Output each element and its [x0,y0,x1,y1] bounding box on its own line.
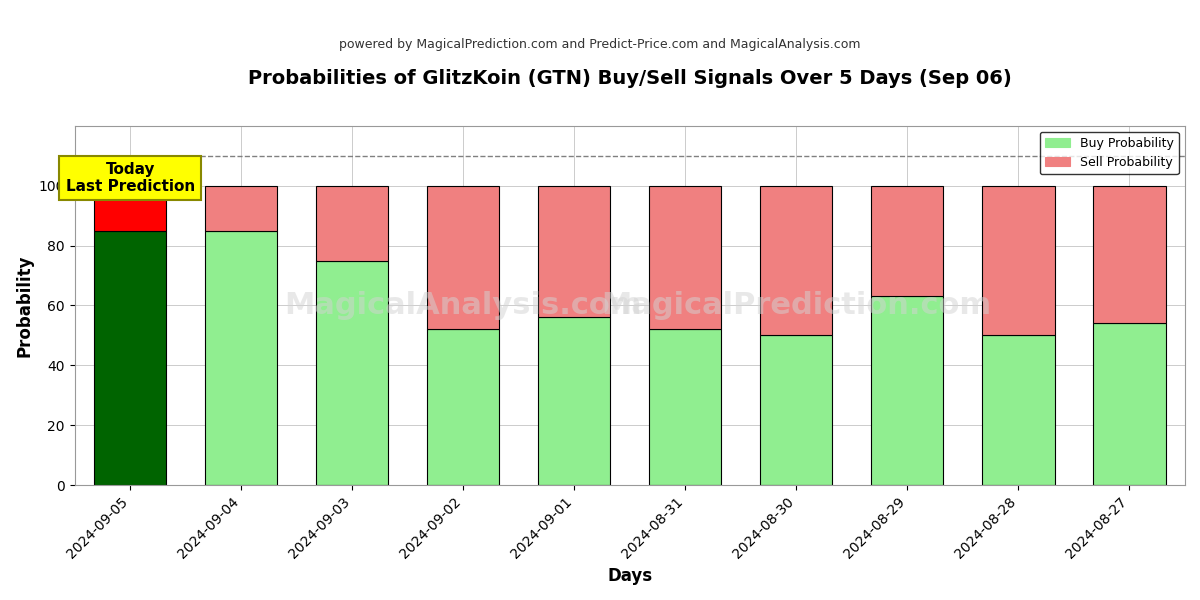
Legend: Buy Probability, Sell Probability: Buy Probability, Sell Probability [1040,132,1178,174]
Bar [94,230,167,485]
Bar [427,329,499,485]
Bar [94,185,167,230]
Bar [983,185,1055,335]
Bar [871,185,943,296]
Bar [983,335,1055,485]
Bar [1093,185,1165,323]
Bar [649,329,721,485]
Bar [649,185,721,329]
Y-axis label: Probability: Probability [16,254,34,357]
Text: MagicalPrediction.com: MagicalPrediction.com [601,291,991,320]
Bar [205,230,277,485]
Bar [539,185,611,317]
Bar [427,185,499,329]
Bar [205,185,277,230]
Title: Probabilities of GlitzKoin (GTN) Buy/Sell Signals Over 5 Days (Sep 06): Probabilities of GlitzKoin (GTN) Buy/Sel… [248,69,1012,88]
Text: powered by MagicalPrediction.com and Predict-Price.com and MagicalAnalysis.com: powered by MagicalPrediction.com and Pre… [340,38,860,51]
Text: Today
Last Prediction: Today Last Prediction [66,161,194,194]
X-axis label: Days: Days [607,567,653,585]
Bar [871,296,943,485]
Bar [761,335,833,485]
Bar [316,260,389,485]
Bar [1093,323,1165,485]
Bar [761,185,833,335]
Bar [316,185,389,260]
Bar [539,317,611,485]
Text: MagicalAnalysis.com: MagicalAnalysis.com [284,291,642,320]
